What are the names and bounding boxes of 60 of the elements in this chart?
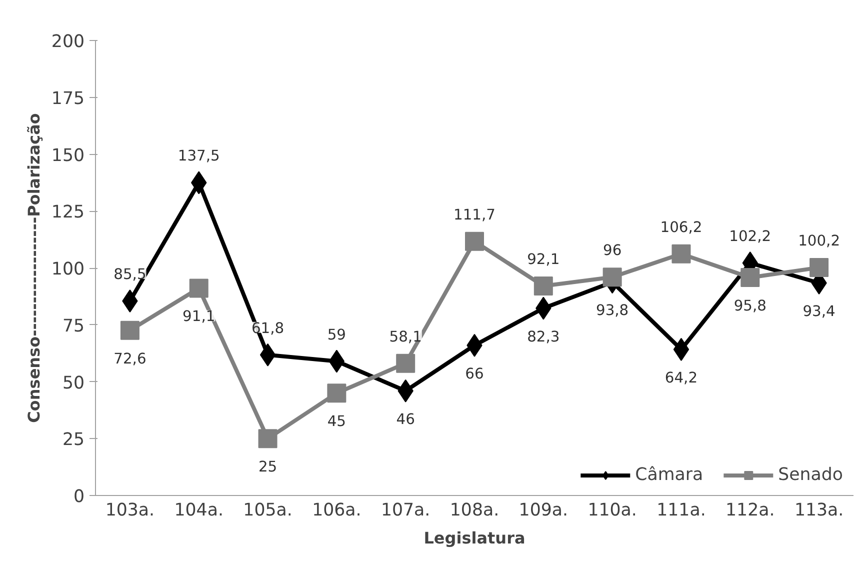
data-label: 100,2 [798, 232, 840, 250]
point [810, 258, 829, 278]
x-axis-title: Legislatura [424, 528, 526, 548]
x-tick-label: 106a. [312, 500, 362, 520]
data-label: 25 [258, 458, 278, 476]
x-tick-label: 109a. [518, 500, 568, 520]
x-tick-label: 103a. [105, 500, 155, 520]
data-label: 111,7 [454, 206, 496, 224]
point [534, 276, 553, 296]
point [328, 350, 345, 373]
point [327, 384, 346, 403]
point [673, 338, 690, 361]
y-tick-label: 50 [62, 373, 85, 394]
data-label: 61,8 [251, 320, 284, 337]
y-tick-label: 75 [62, 316, 85, 336]
data-label: 45 [327, 413, 346, 430]
x-tick-label: 111a. [656, 500, 706, 520]
point [602, 268, 622, 287]
point [189, 278, 208, 298]
x-tick-label: 110a. [588, 500, 637, 520]
x-tick-label: 107a. [380, 500, 430, 520]
y-tick-label: 0 [73, 487, 85, 507]
y-tick-label: 200 [51, 32, 85, 52]
data-label: 95,8 [734, 298, 766, 315]
y-axis-title: Consenso------------------Polarização [24, 113, 44, 423]
point [465, 232, 484, 251]
point [260, 343, 276, 366]
data-label: 85,5 [114, 266, 146, 283]
data-label: 96 [602, 242, 622, 260]
x-tick-label: 105a. [243, 500, 292, 520]
point [740, 268, 760, 288]
data-label: 92,1 [527, 250, 560, 268]
data-label: 93,4 [802, 303, 836, 320]
data-label: 58,1 [389, 328, 422, 346]
x-tick-label: 113a. [794, 500, 844, 520]
data-label: 106,2 [660, 218, 702, 236]
data-label: 72,6 [114, 350, 146, 368]
data-label: 82,3 [527, 328, 560, 346]
data-label: 59 [327, 326, 346, 344]
data-label: 102,2 [729, 228, 772, 245]
data-label: 46 [396, 410, 415, 428]
data-label: 93,8 [596, 302, 629, 320]
y-tick-label: 25 [62, 430, 85, 450]
data-label: 64,2 [664, 369, 698, 386]
legend-label: Senado [778, 465, 843, 485]
y-tick-label: 150 [51, 146, 85, 166]
point [258, 429, 278, 448]
data-label: 137,5 [178, 148, 220, 165]
y-tick-label: 175 [51, 88, 85, 109]
x-tick-label: 104a. [174, 500, 224, 520]
x-tick-label: 108a. [450, 500, 500, 520]
x-tick-label: 112a. [726, 500, 775, 520]
data-label: 66 [465, 365, 484, 382]
data-label: 91,1 [182, 308, 216, 326]
y-tick-label: 125 [51, 202, 85, 223]
legend-label: Câmara [635, 465, 704, 485]
y-tick-label: 100 [51, 260, 85, 280]
point [120, 320, 140, 340]
point [672, 244, 691, 264]
point [396, 354, 416, 373]
